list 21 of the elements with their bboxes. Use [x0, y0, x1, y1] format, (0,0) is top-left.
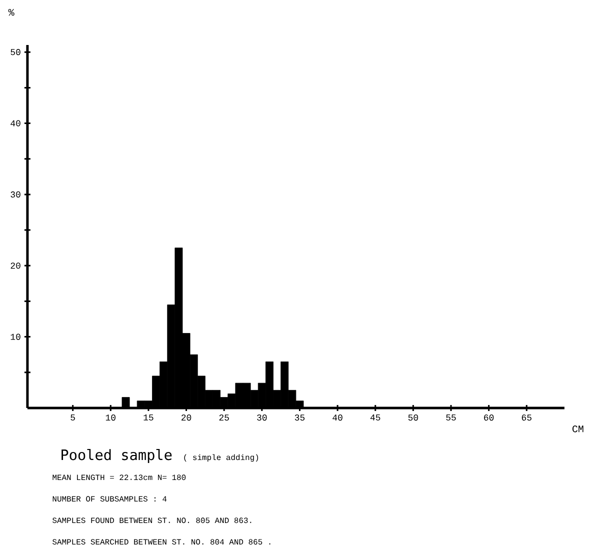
x-tick-label: 60	[484, 414, 494, 421]
y-tick-label: 40	[10, 120, 20, 126]
text: Pooled sample	[62, 449, 172, 463]
y-axis-title: %	[8, 8, 14, 16]
y-tick-label: 10	[10, 334, 20, 340]
y-tick-label: 20	[10, 262, 20, 269]
x-tick-label: 5	[70, 414, 75, 421]
x-tick-label: 25	[219, 414, 229, 421]
x-tick-label: 55	[446, 414, 456, 421]
x-tick-label: 65	[522, 414, 532, 421]
x-tick-label: 10	[106, 414, 116, 421]
x-tick-label: 50	[408, 414, 418, 421]
x-tick-label: 40	[332, 414, 342, 421]
y-tick-label: 50	[10, 49, 20, 56]
y-tick-label: 30	[10, 191, 20, 198]
x-tick-label: 15	[144, 414, 154, 421]
x-tick-label: 30	[257, 414, 267, 421]
x-axis-title: CM	[572, 426, 584, 432]
x-tick-label: 20	[182, 414, 192, 421]
x-tick-label: 45	[370, 414, 380, 421]
x-tick-label: 35	[294, 414, 305, 421]
